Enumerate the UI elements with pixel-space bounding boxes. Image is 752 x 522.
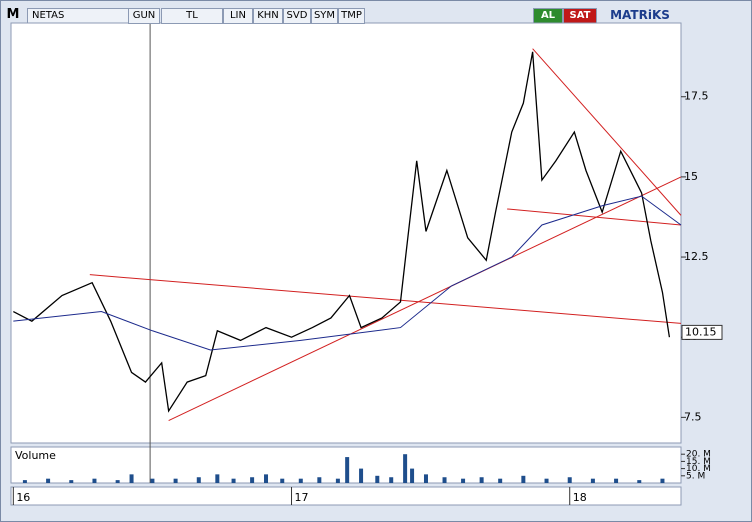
y-tick-label: 17.5 <box>684 90 709 103</box>
volume-bar <box>423 474 428 483</box>
volume-tick-label: 20. M <box>686 450 711 460</box>
volume-bar <box>521 475 526 483</box>
volume-bar <box>335 478 340 483</box>
trendline <box>89 274 682 324</box>
volume-bar <box>442 477 447 483</box>
volume-bar <box>46 478 51 483</box>
volume-bar <box>637 480 642 483</box>
toolbar-button[interactable]: TMP <box>338 8 365 24</box>
volume-bar <box>129 474 134 483</box>
volume-bar <box>498 478 503 483</box>
volume-bar <box>590 478 595 483</box>
x-tick-label: 16 <box>16 491 30 504</box>
volume-bar <box>544 478 549 483</box>
buy-button[interactable]: AL <box>533 8 563 24</box>
symbol[interactable]: NETAS <box>27 8 131 24</box>
volume-title: Volume <box>15 449 56 462</box>
volume-bar <box>231 478 236 483</box>
volume-bar <box>69 480 74 483</box>
volume-tick-label: 5. M <box>686 471 705 481</box>
volume-bar <box>375 475 380 483</box>
volume-bar <box>173 478 178 483</box>
volume-tick-label: 15. M <box>686 457 711 467</box>
toolbar-button[interactable]: GUN <box>128 8 160 24</box>
volume-bar <box>92 478 97 483</box>
volume-bar <box>389 477 394 483</box>
price-line <box>13 195 682 351</box>
last-price: 10.15 <box>685 325 717 338</box>
volume-bar <box>115 480 120 483</box>
volume-bar <box>250 477 255 483</box>
y-tick-label: 7.5 <box>684 410 702 423</box>
toolbar-button[interactable]: KHN <box>253 8 283 24</box>
volume-bar <box>280 478 285 483</box>
sell-button[interactable]: SAT <box>563 8 597 24</box>
trendline <box>532 48 682 216</box>
volume-bar <box>410 468 415 483</box>
volume-bar <box>567 477 572 483</box>
y-tick-label: 10 <box>684 330 698 343</box>
y-tick-label: 15 <box>684 170 698 183</box>
volume-bar <box>345 457 350 483</box>
trendline <box>507 208 682 226</box>
volume-bar <box>22 480 27 483</box>
last-price-box <box>681 324 723 340</box>
toolbar-button[interactable]: SYM <box>311 8 338 24</box>
volume-bar <box>403 454 408 483</box>
toolbar-button[interactable]: LIN <box>223 8 253 24</box>
toolbar-button[interactable]: TL <box>161 8 223 24</box>
volume-bar <box>215 474 220 483</box>
volume-bar <box>317 477 322 483</box>
volume-bar <box>660 478 665 483</box>
volume-bar <box>461 478 466 483</box>
volume-bar <box>150 478 155 483</box>
volume-bar <box>196 477 201 483</box>
toolbar-button[interactable]: SVD <box>283 8 311 24</box>
brand: MATRiKS <box>610 8 670 22</box>
x-tick-label: 17 <box>295 491 309 504</box>
y-tick-label: 12.5 <box>684 250 709 263</box>
volume-bar <box>359 468 364 483</box>
volume-bar <box>614 478 619 483</box>
volume-bar <box>479 477 484 483</box>
volume-bar <box>264 474 269 483</box>
volume-tick-label: 10. M <box>686 464 711 474</box>
x-tick-label: 18 <box>573 491 587 504</box>
logo: M <box>6 7 20 22</box>
price-pane <box>10 22 682 444</box>
volume-bar <box>298 478 303 483</box>
price-line <box>13 51 671 413</box>
date-strip <box>10 486 682 506</box>
volume-pane <box>10 446 682 484</box>
trendline <box>168 176 682 422</box>
